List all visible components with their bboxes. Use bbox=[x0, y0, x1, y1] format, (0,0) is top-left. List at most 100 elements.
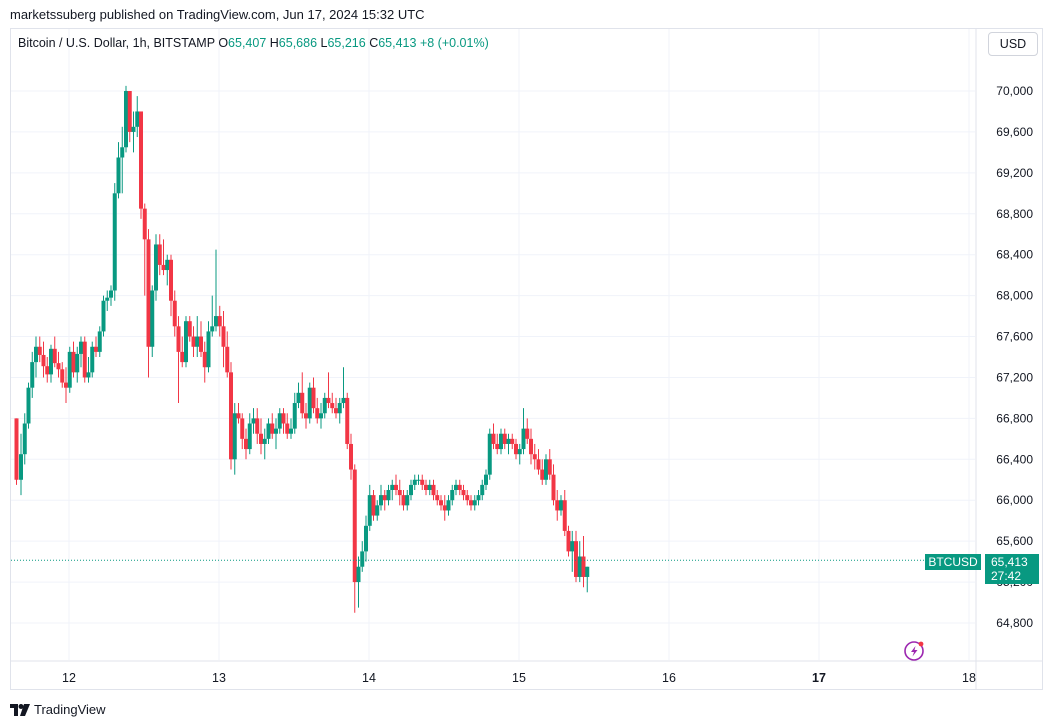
candle bbox=[146, 229, 151, 378]
candle bbox=[277, 408, 282, 434]
candle-body bbox=[150, 290, 155, 347]
candle-body bbox=[101, 300, 106, 332]
grid-lines bbox=[11, 29, 1042, 689]
currency-button[interactable]: USD bbox=[988, 32, 1038, 56]
candle-body bbox=[420, 479, 425, 485]
candle-body bbox=[109, 290, 113, 298]
candle-body bbox=[244, 438, 248, 450]
candle-body bbox=[495, 443, 500, 450]
candle-body bbox=[71, 351, 76, 373]
candle bbox=[555, 490, 560, 521]
x-tick-label: 12 bbox=[62, 671, 76, 685]
candle-body bbox=[176, 326, 181, 352]
candle-body bbox=[446, 500, 451, 511]
candle-body bbox=[502, 433, 507, 444]
footer-brand[interactable]: TradingView bbox=[10, 702, 106, 717]
candle bbox=[109, 285, 113, 306]
candle bbox=[71, 341, 76, 378]
candle bbox=[292, 392, 297, 434]
candle-body bbox=[154, 244, 158, 291]
candle-body bbox=[476, 495, 481, 501]
candle bbox=[296, 382, 301, 409]
candle-body bbox=[161, 264, 166, 271]
candle bbox=[472, 495, 477, 511]
candle-body bbox=[289, 428, 293, 434]
candle-body bbox=[214, 316, 218, 327]
candle bbox=[450, 484, 455, 506]
candle bbox=[262, 428, 267, 460]
candle bbox=[536, 449, 541, 475]
candle-body bbox=[352, 469, 357, 583]
candle-body bbox=[412, 479, 417, 485]
candle bbox=[210, 295, 215, 337]
candle bbox=[345, 392, 350, 450]
candle-body bbox=[394, 484, 398, 490]
candle bbox=[229, 362, 233, 470]
candle-body bbox=[90, 346, 95, 373]
candle-body bbox=[356, 566, 361, 583]
candle-body bbox=[22, 423, 27, 455]
candle-body bbox=[551, 474, 556, 501]
candle bbox=[521, 408, 526, 455]
candle bbox=[547, 449, 552, 480]
candle-body bbox=[442, 505, 447, 511]
y-tick-label: 66,400 bbox=[996, 452, 1033, 466]
candle-body bbox=[79, 341, 83, 354]
candle bbox=[502, 428, 507, 450]
candle-body bbox=[439, 500, 443, 506]
candle bbox=[461, 484, 466, 501]
candle bbox=[19, 433, 23, 496]
candle-body bbox=[75, 353, 80, 373]
candle bbox=[401, 490, 406, 511]
candle-body bbox=[37, 346, 42, 355]
candle bbox=[540, 459, 545, 485]
candle bbox=[285, 413, 290, 439]
y-tick-label: 66,000 bbox=[996, 493, 1033, 507]
candle bbox=[244, 428, 248, 460]
candle bbox=[416, 474, 421, 485]
candle bbox=[281, 408, 286, 434]
candle bbox=[559, 495, 563, 516]
price-tag-countdown: 27:42 bbox=[991, 569, 1021, 583]
candle bbox=[274, 418, 278, 450]
candle-body bbox=[536, 459, 541, 470]
candle-body bbox=[285, 423, 290, 434]
candle bbox=[330, 392, 335, 414]
candle bbox=[465, 490, 470, 506]
candle-body bbox=[251, 418, 256, 424]
candle bbox=[195, 316, 200, 357]
candle bbox=[322, 392, 327, 419]
candle-body bbox=[139, 111, 143, 209]
candle bbox=[154, 234, 158, 301]
candle-body bbox=[304, 413, 308, 419]
candle bbox=[247, 413, 252, 455]
flash-icon[interactable] bbox=[904, 641, 924, 661]
candle-body bbox=[540, 469, 545, 480]
candle-body bbox=[300, 392, 305, 414]
candle-body bbox=[202, 351, 207, 368]
candle-body bbox=[397, 490, 402, 496]
candle-body bbox=[262, 438, 267, 444]
candle-body bbox=[49, 348, 53, 375]
candle bbox=[577, 541, 582, 583]
candle-body bbox=[240, 418, 245, 439]
candle-body bbox=[566, 530, 571, 552]
candle bbox=[424, 479, 428, 496]
candle-body bbox=[86, 372, 91, 378]
candle bbox=[79, 336, 83, 368]
candle-body bbox=[229, 372, 233, 460]
candle-body bbox=[315, 408, 320, 419]
candle bbox=[270, 413, 275, 439]
candle-body bbox=[199, 336, 203, 352]
candle-body bbox=[544, 459, 548, 480]
candle bbox=[266, 418, 271, 444]
candle-body bbox=[236, 413, 241, 419]
candle bbox=[221, 310, 226, 368]
candle-body bbox=[427, 484, 432, 490]
candle-body bbox=[221, 326, 226, 347]
candle bbox=[544, 454, 548, 485]
candle bbox=[352, 464, 357, 613]
candle-body bbox=[311, 387, 316, 409]
candle bbox=[581, 536, 586, 588]
